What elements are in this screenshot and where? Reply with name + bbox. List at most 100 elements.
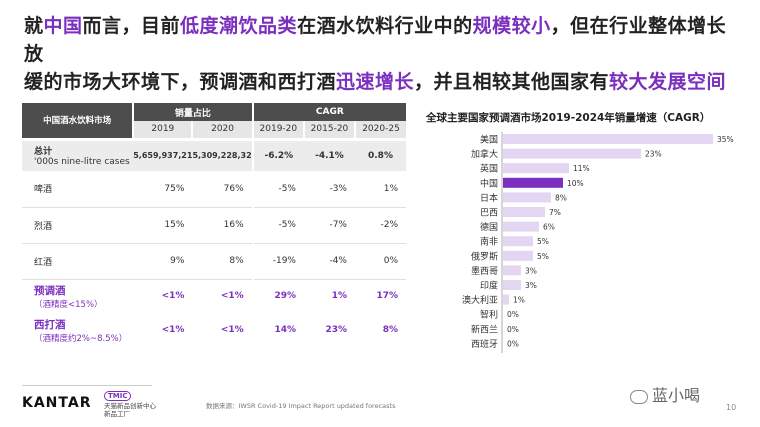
- row-label-sub: （酒精度<15%）: [34, 299, 103, 310]
- table-cell: <1%: [161, 325, 185, 335]
- bar: [503, 163, 569, 174]
- table-group-header-share: 销量占比: [132, 103, 253, 121]
- data-label: 0%: [507, 325, 519, 334]
- table-row-highlight: 西打酒 （酒精度约2%~8.5%） <1% <1% 14% 23% 8%: [22, 313, 406, 347]
- title-highlight: 规模较小: [472, 15, 551, 37]
- category-label: 美国: [480, 134, 498, 146]
- table-cell: <1%: [161, 291, 185, 302]
- table-col-header: 2019: [132, 121, 193, 139]
- table-cell: 8%: [382, 325, 398, 335]
- table-cell: 14%: [251, 313, 304, 347]
- table-cell: 75%: [133, 171, 193, 208]
- title-line-1: 就中国而言，目前低度潮饮品类在酒水饮料行业中的规模较小，但在行业整体增长放: [24, 12, 744, 68]
- table-cell: 29%: [251, 279, 304, 313]
- category-label: 新西兰: [471, 323, 498, 335]
- table-cell: 0%: [354, 243, 406, 280]
- title-text: 就: [24, 15, 44, 37]
- category-label: 日本: [480, 192, 498, 204]
- table-cell: 1%: [354, 171, 406, 208]
- table-cell: 76%: [192, 171, 253, 208]
- table-cell: -5%: [251, 207, 304, 244]
- row-label: 西打酒 （酒精度约2%~8.5%）: [22, 313, 133, 347]
- table-cell: -6.2%: [251, 137, 304, 171]
- total-unit: '000s nine-litre cases: [34, 157, 130, 168]
- footer-divider: [22, 385, 152, 386]
- data-label: 7%: [549, 208, 561, 217]
- category-label: 俄罗斯: [471, 250, 498, 262]
- title-highlight: 较大发展空间: [609, 71, 727, 93]
- title-text: ，但在行业整体增长放: [24, 15, 727, 65]
- chart-title: 全球主要国家预调酒市场2019-2024年销量增速（CAGR）: [426, 112, 711, 124]
- category-label: 中国: [480, 177, 498, 189]
- data-label: 6%: [543, 223, 555, 232]
- bar: [503, 236, 533, 247]
- kantar-logo: KANTAR: [22, 395, 92, 411]
- title-highlight: 低度潮饮品类: [180, 15, 298, 37]
- row-label-sub: （酒精度约2%~8.5%）: [34, 333, 128, 344]
- category-label: 德国: [480, 221, 498, 233]
- table-cell: 15%: [133, 207, 193, 244]
- table-group-header-cagr: CAGR: [251, 103, 406, 121]
- table-col-header: 2020-25: [353, 121, 406, 139]
- watermark-text: 蓝小喝: [652, 386, 701, 405]
- data-label: 3%: [525, 281, 537, 290]
- data-label: 1%: [513, 296, 525, 305]
- table-cell: -3%: [303, 171, 355, 208]
- title-text: 在酒水饮料行业中的: [297, 15, 473, 37]
- category-label: 智利: [480, 309, 498, 321]
- bar: [503, 134, 713, 144]
- table-cell: -4%: [303, 243, 355, 280]
- title-text: 缓的市场大环境下，预调酒和西打酒: [24, 71, 337, 93]
- table-cell: -19%: [251, 243, 304, 280]
- data-label: 0%: [507, 310, 519, 319]
- table-cell: <1%: [220, 325, 244, 335]
- page-number: 10: [726, 403, 737, 412]
- bar: [503, 177, 563, 188]
- category-label: 墨西哥: [471, 266, 498, 277]
- table-cell: 5,309,228,32: [192, 137, 253, 171]
- table-row-highlight: 预调酒 （酒精度<15%） <1% <1% 29% 1% 17%: [22, 279, 406, 313]
- source-note: 数据来源：IWSR Covid-19 Impact Report updated…: [206, 402, 396, 410]
- table-cell: <1%: [220, 291, 244, 302]
- bar: [503, 265, 521, 276]
- slide-title: 就中国而言，目前低度潮饮品类在酒水饮料行业中的规模较小，但在行业整体增长放 缓的…: [24, 12, 744, 96]
- category-label: 巴西: [480, 208, 498, 219]
- data-label: 0%: [507, 339, 519, 348]
- bar: [503, 280, 521, 290]
- row-label-text: 西打酒: [34, 318, 66, 331]
- table-cell: 9%: [133, 243, 193, 280]
- category-label: 西班牙: [471, 338, 498, 350]
- title-highlight: 迅速增长: [336, 71, 415, 93]
- total-label-text: 总计: [34, 147, 53, 158]
- data-label: 11%: [573, 164, 590, 173]
- table-cell: 8%: [192, 243, 253, 280]
- table-cell: -4.1%: [303, 137, 355, 171]
- table-cell: 0.8%: [354, 137, 406, 171]
- market-table: 中国酒水饮料市场 销量占比 CAGR 2019 2020 2019-20 201…: [22, 103, 406, 347]
- table-col-header: 2019-20: [251, 121, 304, 139]
- data-label: 3%: [525, 266, 537, 275]
- table-cell: -7%: [303, 207, 355, 244]
- bar: [503, 221, 539, 232]
- row-label: 烈酒: [22, 207, 134, 244]
- tmic-caption: 天猫新品创新中心 新品工厂: [104, 402, 156, 418]
- bar: [503, 294, 509, 305]
- table-row: 红酒 9% 8% -19% -4% 0%: [22, 243, 406, 280]
- title-text: 而言，目前: [82, 15, 181, 37]
- table-row-total: 总计 '000s nine-litre cases 5,659,937,21 5…: [22, 137, 406, 171]
- total-label: 总计 '000s nine-litre cases: [22, 137, 134, 171]
- table-cell: 17%: [376, 291, 398, 302]
- category-label: 印度: [480, 280, 498, 292]
- data-label: 23%: [645, 150, 662, 159]
- category-label: 南非: [480, 236, 498, 248]
- bar: [503, 250, 533, 261]
- row-label-text: 预调酒: [34, 284, 66, 297]
- data-label: 10%: [567, 179, 584, 188]
- title-line-2: 缓的市场大环境下，预调酒和西打酒迅速增长，并且相较其他国家有较大发展空间: [24, 68, 744, 96]
- data-label: 35%: [717, 135, 734, 144]
- tmic-logo: TMIC: [104, 391, 132, 401]
- category-label: 澳大利亚: [462, 294, 498, 306]
- table-cell: 23%: [325, 325, 347, 335]
- data-label: 8%: [555, 193, 567, 202]
- title-text: ，并且相较其他国家有: [414, 71, 610, 93]
